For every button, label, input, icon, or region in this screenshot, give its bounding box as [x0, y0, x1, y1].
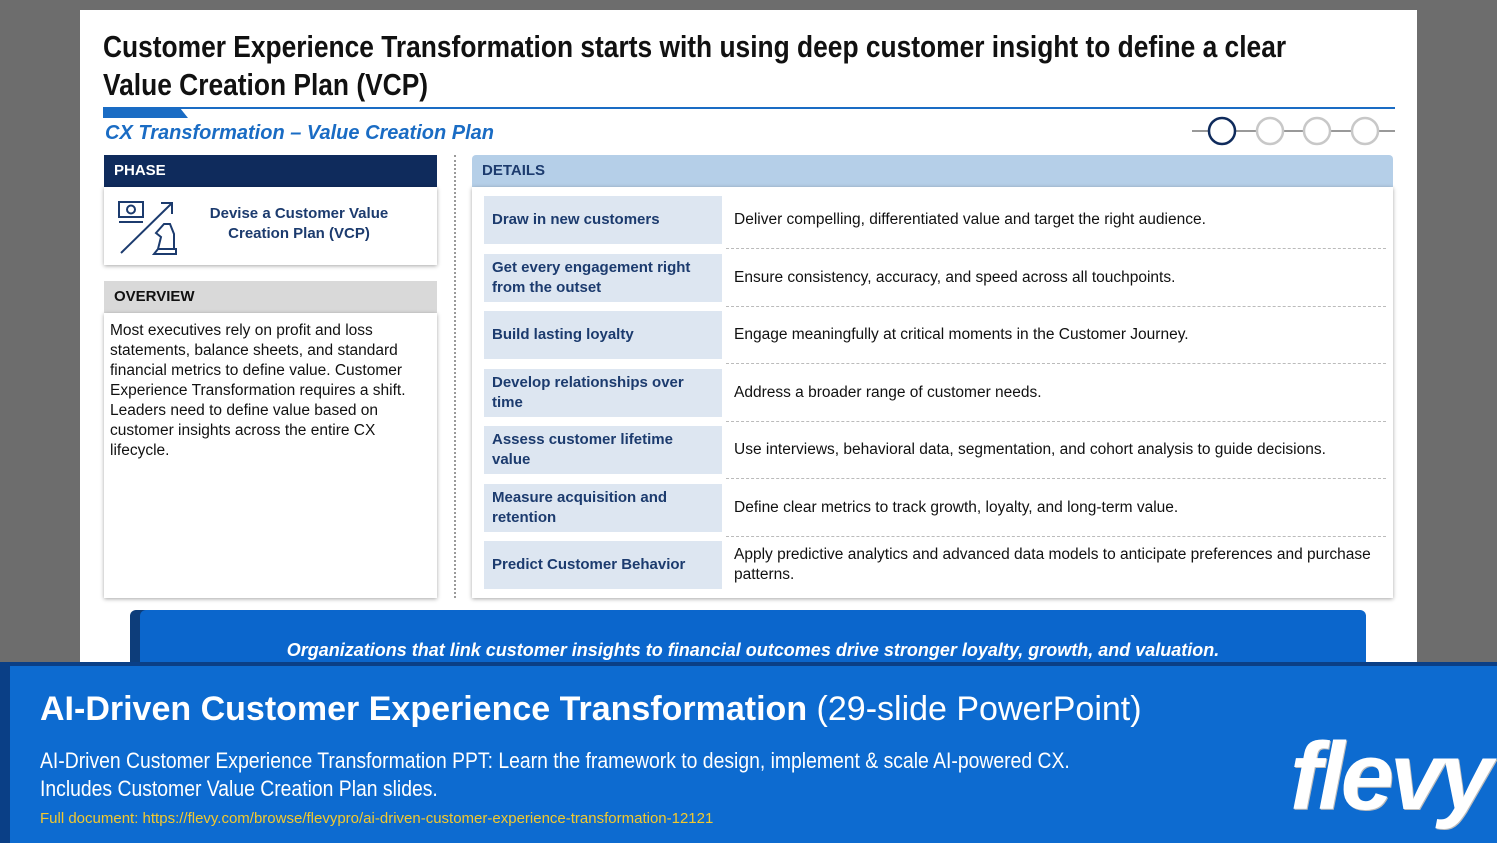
- banner-title-suffix: (29-slide PowerPoint): [816, 690, 1142, 728]
- details-header: DETAILS: [472, 155, 1393, 187]
- overview-box: [104, 313, 437, 598]
- detail-text: Apply predictive analytics and advanced …: [734, 546, 1371, 583]
- overview-text: Most executives rely on profit and loss …: [110, 322, 406, 459]
- phase-label: Devise a Customer Value Creation Plan (V…: [209, 205, 389, 242]
- detail-text: Use interviews, behavioral data, segment…: [734, 441, 1326, 458]
- detail-text: Address a broader range of customer need…: [734, 383, 1042, 401]
- banner-link[interactable]: Full document: https://flevy.com/browse/…: [40, 810, 714, 827]
- slide-title: Customer Experience Transformation start…: [103, 29, 1287, 102]
- banner-title: AI-Driven Customer Experience Transforma…: [40, 690, 1142, 729]
- detail-text: Deliver compelling, differentiated value…: [734, 211, 1206, 228]
- phase-header: PHASE: [104, 155, 437, 187]
- detail-label: Measure acquisition and retention: [484, 483, 722, 532]
- banner-title-main: AI-Driven Customer Experience Transforma…: [40, 690, 808, 728]
- detail-label: Develop relationships over time: [484, 368, 722, 417]
- overview-header: OVERVIEW: [104, 281, 437, 313]
- banner-strip: [0, 662, 10, 843]
- row-separator: [726, 248, 1386, 249]
- detail-text: Ensure consistency, accuracy, and speed …: [734, 268, 1176, 286]
- banner-description: Includes Customer Value Creation Plan sl…: [40, 776, 438, 801]
- detail-label: Assess customer lifetime value: [484, 426, 722, 474]
- logo: flevy: [1290, 723, 1493, 830]
- subtitle: CX Transformation – Value Creation Plan: [105, 122, 494, 144]
- row-separator: [726, 363, 1386, 364]
- detail-label: Predict Customer Behavior: [484, 541, 722, 589]
- detail-label: Draw in new customers: [484, 196, 722, 244]
- phase-box: [104, 187, 437, 265]
- detail-text: Engage meaningfully at critical moments …: [734, 326, 1189, 343]
- detail-text: Define clear metrics to track growth, lo…: [734, 498, 1179, 516]
- title-rule: [103, 107, 1395, 118]
- callout: Organizations that link customer insight…: [140, 610, 1366, 670]
- banner-description: AI-Driven Customer Experience Transforma…: [40, 748, 1070, 773]
- detail-label: Get every engagement right from the outs…: [484, 253, 722, 302]
- detail-label: Build lasting loyalty: [484, 311, 722, 359]
- progress-indicator: [1192, 116, 1395, 146]
- row-separator: [726, 535, 1386, 537]
- row-separator: [726, 305, 1386, 307]
- phase-icon: [118, 201, 177, 255]
- divider: [454, 155, 456, 598]
- banner: [0, 662, 1497, 843]
- row-separator: [726, 420, 1386, 422]
- row-separator: [726, 478, 1386, 479]
